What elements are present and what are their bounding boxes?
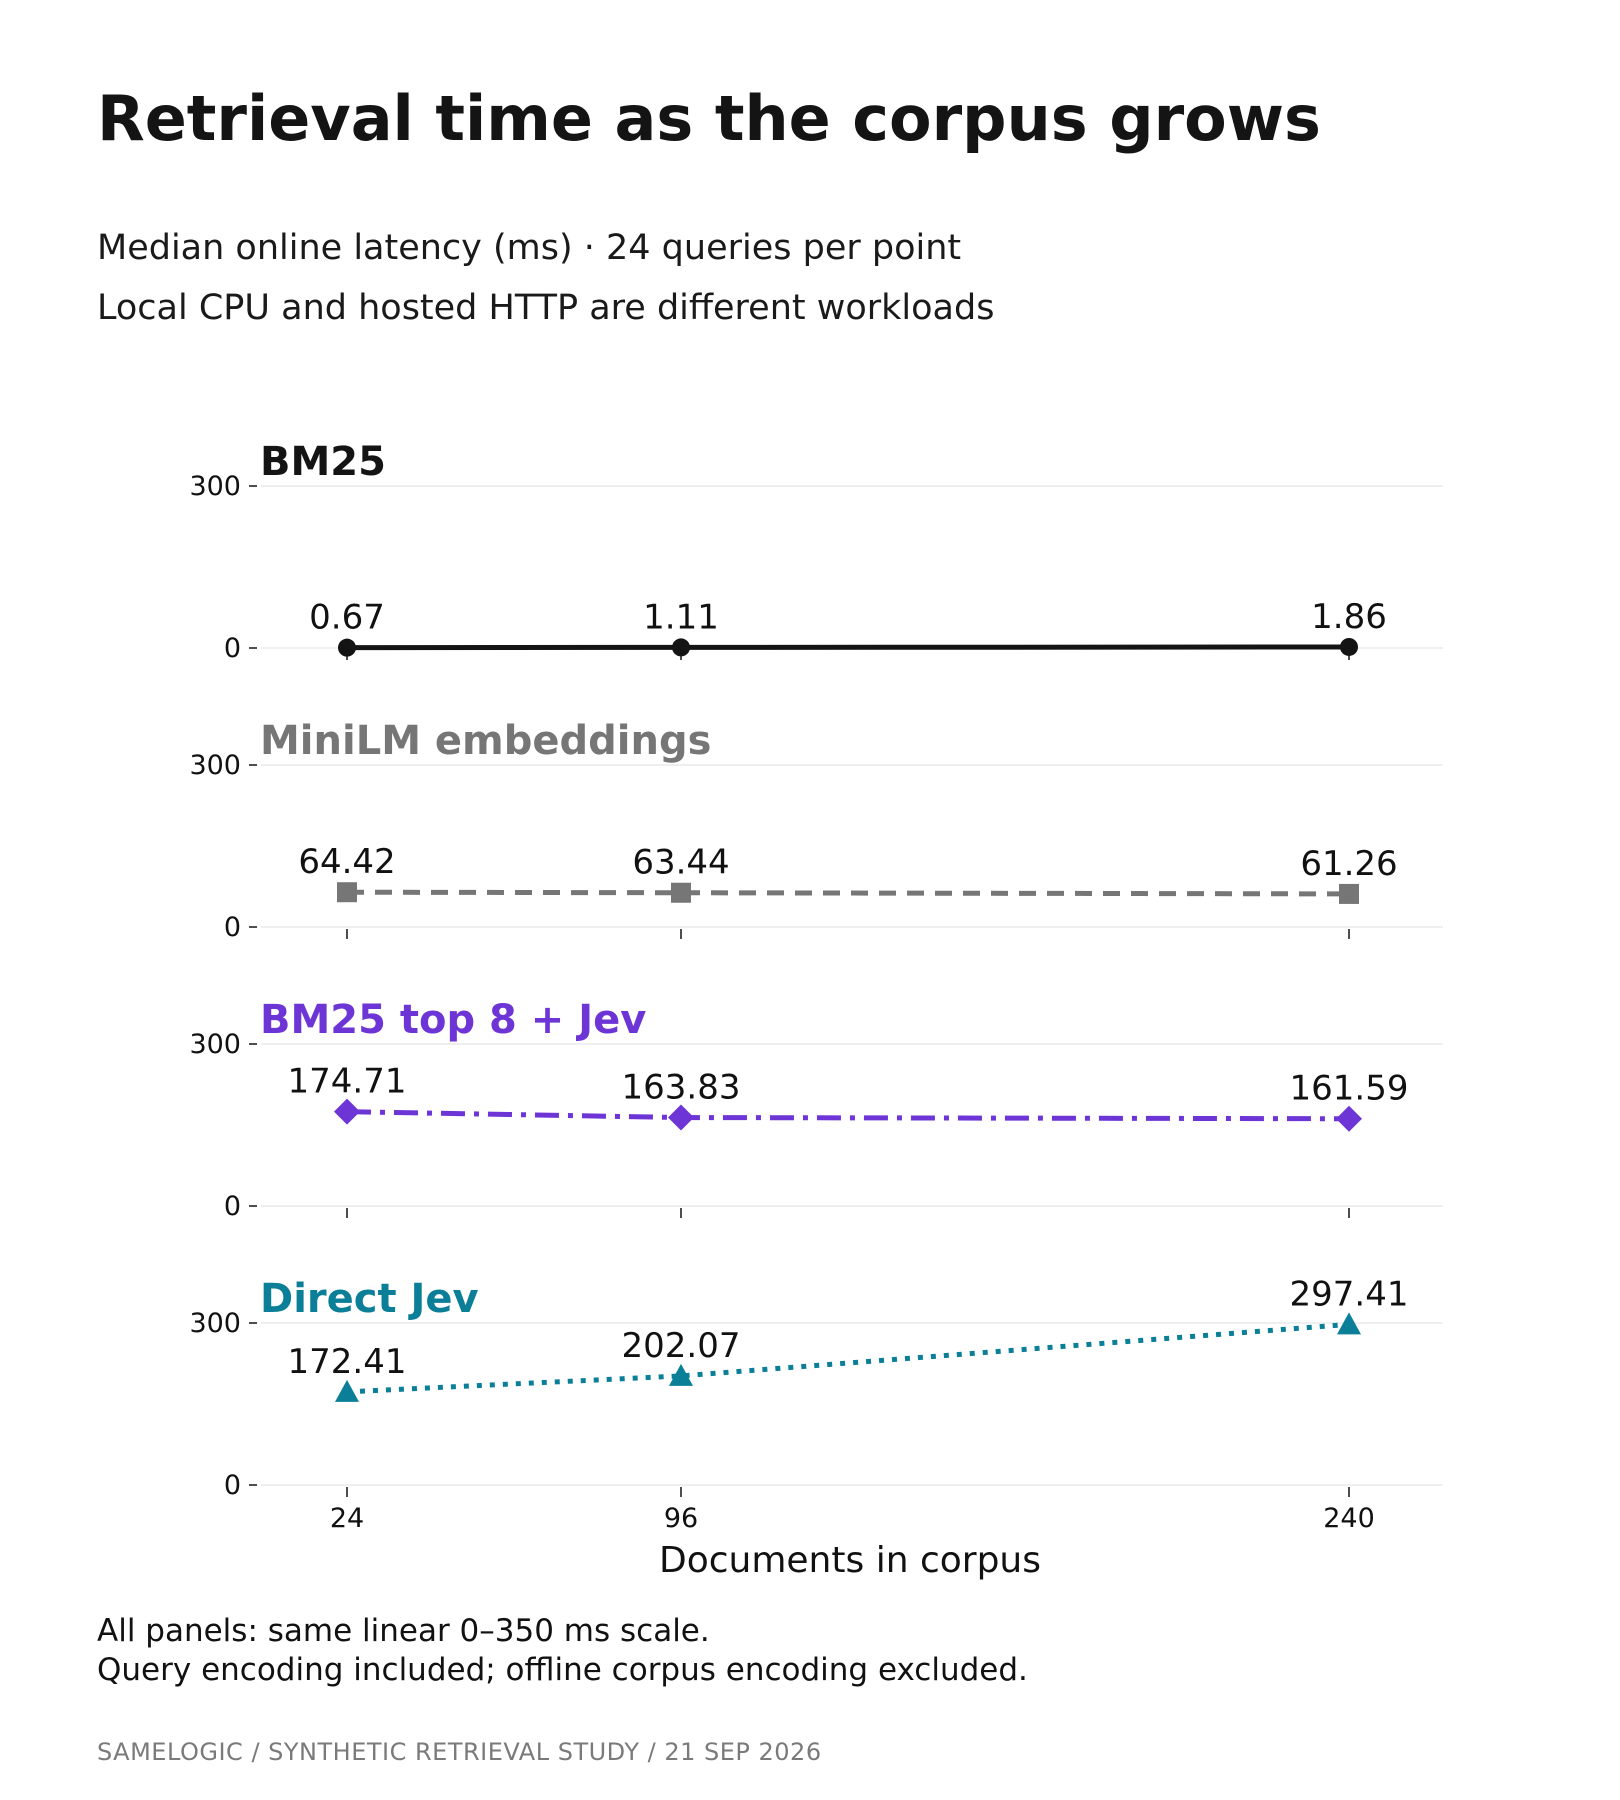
x-axis-label: Documents in corpus	[659, 1540, 1041, 1581]
data-label: 63.44	[632, 843, 729, 883]
data-label: 1.11	[643, 597, 719, 637]
y-tick-label: 0	[224, 1470, 241, 1501]
data-point	[1339, 883, 1359, 904]
data-point	[1336, 1105, 1362, 1132]
y-tick-label: 300	[189, 750, 241, 781]
scale-note: All panels: same linear 0–350 ms scale.	[97, 1613, 710, 1649]
x-tick-label: 24	[330, 1503, 364, 1534]
footer-credit: SAMELOGIC / SYNTHETIC RETRIEVAL STUDY / …	[97, 1738, 822, 1766]
panel-title-3: Direct Jev	[260, 1276, 479, 1322]
data-point	[337, 882, 357, 903]
data-point	[668, 1104, 694, 1131]
data-point	[672, 638, 690, 657]
chart-subtitle-line1: Median online latency (ms) · 24 queries …	[97, 228, 962, 268]
y-tick-label: 300	[189, 1029, 241, 1060]
y-tick-label: 300	[189, 1308, 241, 1339]
data-point	[334, 1098, 360, 1125]
data-point	[1337, 1312, 1361, 1335]
y-tick-label: 0	[224, 912, 241, 943]
data-label: 64.42	[298, 842, 395, 882]
series-line-3	[346, 1321, 1350, 1395]
y-tick-label: 300	[189, 471, 241, 502]
encoding-note: Query encoding included; offline corpus …	[97, 1652, 1028, 1688]
chart-title: Retrieval time as the corpus grows	[97, 82, 1321, 155]
x-tick-label: 240	[1323, 1503, 1375, 1534]
series-line-2	[346, 1109, 1350, 1122]
data-label: 202.07	[622, 1326, 741, 1366]
data-point	[669, 1363, 693, 1386]
data-label: 161.59	[1290, 1069, 1409, 1109]
data-label: 297.41	[1290, 1274, 1409, 1314]
data-label: 61.26	[1300, 844, 1397, 884]
y-tick-label: 0	[224, 633, 241, 664]
series-line-1	[346, 889, 1350, 897]
data-label: 174.71	[288, 1062, 407, 1102]
data-point	[338, 638, 356, 657]
panel-title-1: MiniLM embeddings	[260, 718, 711, 764]
data-label: 0.67	[309, 598, 385, 638]
data-label: 163.83	[622, 1068, 741, 1108]
data-label: 1.86	[1311, 597, 1387, 637]
x-tick-label: 96	[664, 1503, 698, 1534]
data-label: 172.41	[288, 1342, 407, 1382]
data-point	[671, 882, 691, 903]
y-tick-label: 0	[224, 1191, 241, 1222]
panel-title-0: BM25	[260, 439, 386, 485]
series-line-0	[346, 644, 1350, 651]
data-point	[335, 1379, 359, 1402]
data-point	[1340, 637, 1358, 656]
panel-title-2: BM25 top 8 + Jev	[260, 997, 646, 1043]
chart-subtitle-line2: Local CPU and hosted HTTP are different …	[97, 288, 995, 328]
